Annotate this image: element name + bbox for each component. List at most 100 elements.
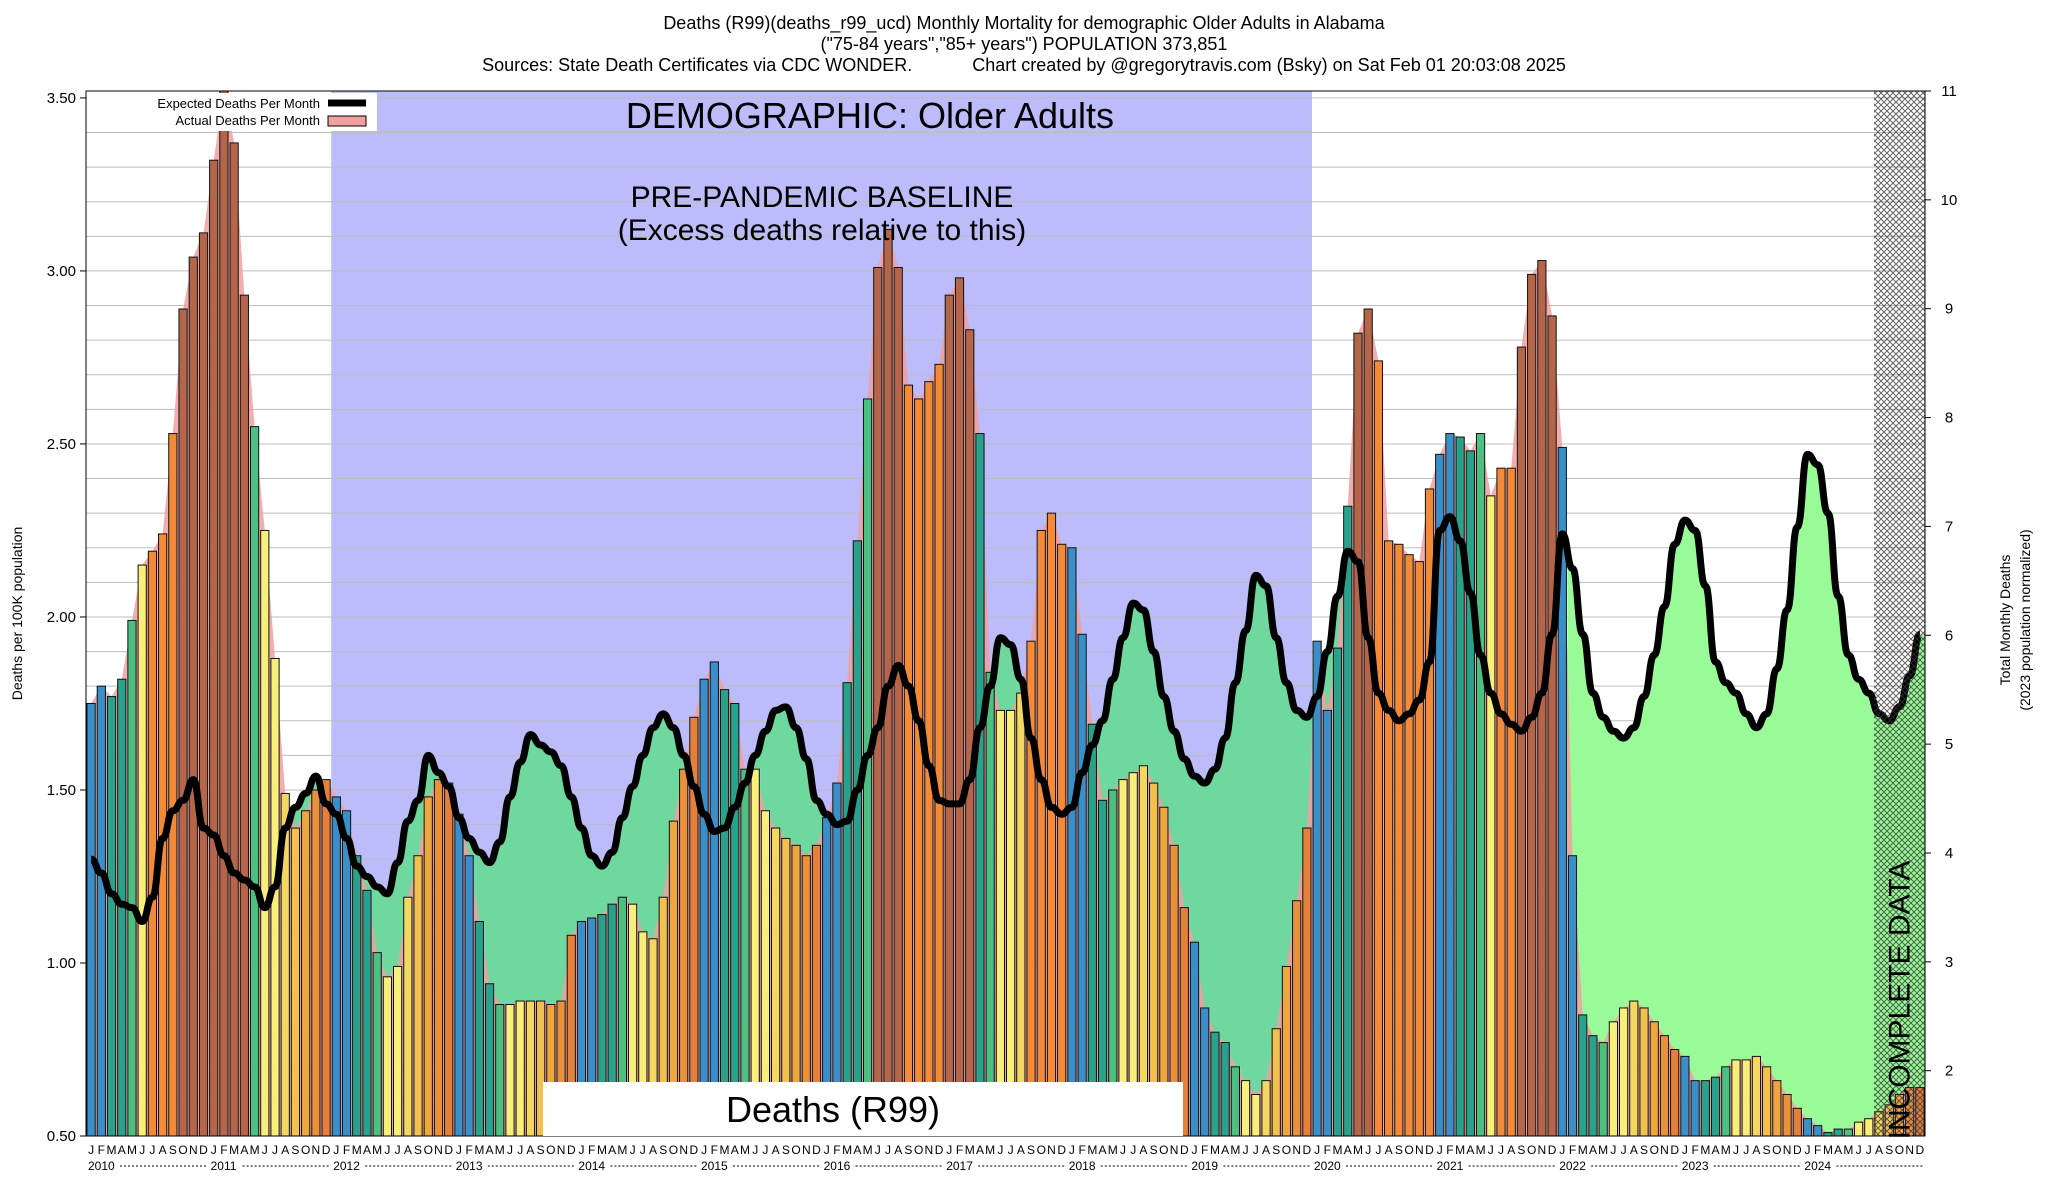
legend-actual-label: Actual Deaths Per Month (175, 113, 320, 128)
expected-gap-fill (1628, 727, 1640, 1002)
month-label: M (372, 1143, 382, 1157)
month-label: M (1823, 1143, 1833, 1157)
month-label: D (812, 1143, 821, 1157)
bar-58 (679, 768, 689, 1137)
year-label: 2023 (1682, 1159, 1709, 1173)
month-label: A (1385, 1143, 1393, 1157)
bar-39 (484, 983, 495, 1137)
month-label: A (1507, 1143, 1515, 1157)
bar-121 (1322, 709, 1332, 1137)
expected-gap-fill (811, 800, 823, 846)
expected-gap-fill (1322, 651, 1334, 711)
bar-128 (1394, 543, 1404, 1137)
expected-gap-fill (474, 852, 486, 922)
bar-5 (137, 564, 147, 1137)
bar-17 (260, 529, 270, 1137)
month-label: J (1733, 1143, 1739, 1157)
year-label: 2018 (1069, 1159, 1096, 1173)
bar-64 (740, 768, 750, 1137)
y-tick-label: 2.50 (47, 436, 76, 453)
expected-gap-fill (1751, 727, 1763, 1057)
bar-6 (147, 550, 158, 1137)
bar-137 (1486, 495, 1496, 1137)
month-label: J (1120, 1143, 1126, 1157)
bar-111 (1220, 1042, 1230, 1137)
bar-25 (341, 810, 352, 1137)
month-label: F (956, 1143, 963, 1157)
bar-159 (1710, 1076, 1721, 1137)
bar-11 (198, 232, 209, 1137)
month-label: A (486, 1143, 494, 1157)
bar-21 (301, 810, 311, 1137)
month-label: M (1700, 1143, 1710, 1157)
legend-actual-swatch (327, 115, 367, 127)
expected-gap-fill (1638, 696, 1650, 1008)
month-label: J (211, 1143, 217, 1157)
expected-gap-fill (1781, 610, 1793, 1095)
month-label: M (985, 1143, 995, 1157)
y2-tick-label: 7 (1945, 518, 1953, 535)
month-label: D (690, 1143, 699, 1157)
month-label: O (301, 1143, 310, 1157)
month-label: J (149, 1143, 155, 1157)
month-label: O (1650, 1143, 1659, 1157)
month-label: F (1324, 1143, 1331, 1157)
expected-gap-fill (1649, 655, 1660, 1022)
month-label: M (1087, 1143, 1097, 1157)
expected-gap-fill (1199, 783, 1211, 1008)
expected-gap-fill (1097, 720, 1109, 801)
bar-162 (1741, 1059, 1751, 1137)
month-label: A (1139, 1143, 1147, 1157)
month-label: F (465, 1143, 472, 1157)
month-label: F (711, 1143, 718, 1157)
month-label: O (178, 1143, 187, 1157)
bar-28 (372, 952, 382, 1137)
y2-tick-label: 4 (1945, 845, 1953, 862)
expected-gap-fill (1189, 776, 1201, 943)
y2-tick-label: 11 (1941, 83, 1957, 100)
month-label: S (169, 1143, 177, 1157)
bar-80 (903, 384, 914, 1137)
chart-sources: Sources: State Death Certificates via CD… (0, 54, 2048, 76)
month-label: A (281, 1143, 289, 1157)
expected-gap-fill (617, 817, 629, 898)
incomplete-data-hatch (1873, 91, 1925, 1136)
expected-gap-fill (1128, 603, 1139, 773)
bar-103 (1138, 765, 1149, 1137)
month-label: J (272, 1143, 278, 1157)
month-label: M (1476, 1143, 1486, 1157)
month-label: J (1866, 1143, 1872, 1157)
expected-gap-fill (525, 734, 537, 1002)
bar-93 (1036, 529, 1046, 1137)
expected-gap-fill (1608, 731, 1620, 1022)
month-label: M (617, 1143, 627, 1157)
month-label: A (404, 1143, 412, 1157)
bar-87 (975, 433, 985, 1137)
bar-40 (495, 1004, 505, 1137)
month-label: D (1057, 1143, 1066, 1157)
bar-153 (1649, 1021, 1659, 1137)
month-label: F (588, 1143, 595, 1157)
bar-154 (1659, 1035, 1670, 1137)
month-label: A (1712, 1143, 1720, 1157)
month-label: J (1856, 1143, 1862, 1157)
bar-23 (321, 779, 331, 1137)
month-label: N (1047, 1143, 1056, 1157)
expected-gap-fill (1260, 585, 1272, 1081)
bar-124 (1353, 332, 1363, 1137)
bar-163 (1751, 1055, 1762, 1137)
bar-115 (1261, 1080, 1271, 1137)
month-label: J (1743, 1143, 1749, 1157)
expected-gap-fill (1567, 568, 1579, 856)
expected-gap-fill (1148, 651, 1160, 784)
month-label: A (649, 1143, 657, 1157)
bar-117 (1281, 965, 1292, 1137)
chart-subtitle: ("75-84 years","85+ years") POPULATION 3… (820, 34, 1228, 54)
month-label: M (1230, 1143, 1240, 1157)
year-label: 2020 (1314, 1159, 1341, 1173)
bar-2 (106, 696, 117, 1137)
expected-gap-fill (392, 862, 404, 967)
bar-85 (954, 277, 965, 1137)
year-label: 2013 (456, 1159, 483, 1173)
